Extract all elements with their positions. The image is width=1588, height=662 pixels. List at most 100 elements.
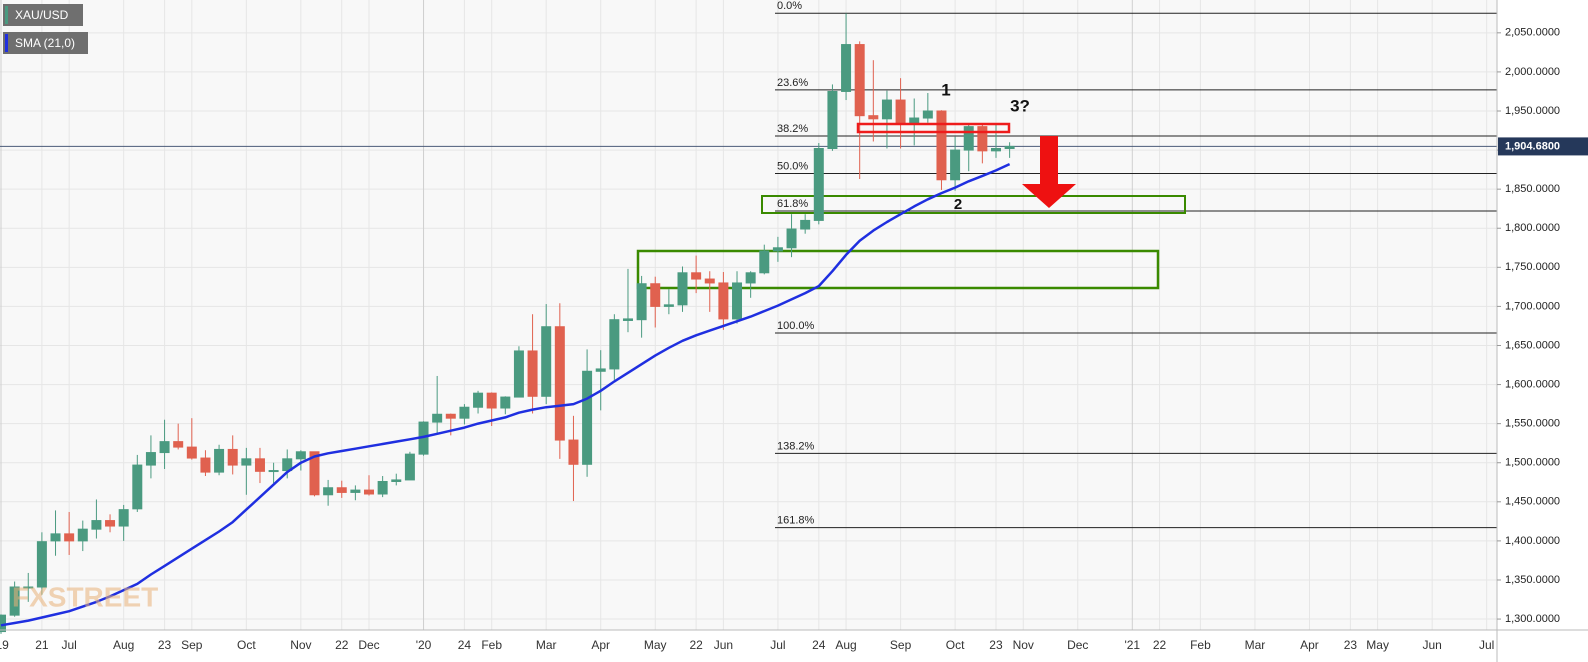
candle-body	[718, 282, 729, 320]
candle-body	[977, 126, 988, 152]
candle-body	[9, 586, 20, 616]
x-tick-label: 22	[335, 638, 349, 652]
x-tick-label: Apr	[591, 638, 610, 652]
y-tick-label: 1,950.0000	[1505, 105, 1560, 117]
x-tick-label: Dec	[1067, 638, 1088, 652]
axes: 1,300.0000 1,350.0000 1,400.0000 1,450.0000…	[0, 27, 1588, 652]
candle-body	[922, 110, 933, 119]
candle-body	[404, 453, 415, 481]
y-tick-label: 2,050.0000	[1505, 27, 1560, 39]
candle-body	[105, 520, 116, 527]
fib-levels: 0.0% 23.6% 38.2% 50.0% 61.8% 100.0% 138.2% 161.…	[775, 0, 1497, 529]
x-tick-label: 22	[1153, 638, 1167, 652]
candle-body	[77, 528, 88, 542]
x-tick-label: Oct	[237, 638, 256, 652]
candle-body	[541, 326, 552, 397]
legend-marker	[5, 6, 8, 24]
candle-body	[691, 272, 702, 280]
candle-body	[745, 272, 756, 284]
candle-body	[841, 44, 852, 92]
candle-body	[990, 148, 1001, 152]
candle-body	[909, 117, 920, 124]
x-tick-label: Feb	[481, 638, 502, 652]
legend-label: SMA (21,0)	[15, 36, 75, 50]
candle-body	[445, 413, 456, 419]
candle-body	[91, 520, 102, 530]
x-tick-label: 21	[35, 638, 49, 652]
candle-body	[118, 509, 129, 527]
candle-body	[622, 318, 633, 321]
candle-body	[132, 464, 143, 510]
legend: XAU/USD SMA (21,0)	[3, 4, 88, 54]
legend-marker	[5, 34, 8, 52]
x-tick-label: Mar	[1245, 638, 1266, 652]
y-tick-label: 1,550.0000	[1505, 418, 1560, 430]
candle-body	[282, 458, 293, 472]
candle-body	[895, 99, 906, 124]
y-tick-label: 1,650.0000	[1505, 339, 1560, 351]
candle-body	[473, 392, 484, 408]
candle-body	[145, 452, 156, 466]
x-tick-label: Jun	[1422, 638, 1441, 652]
annotation: 3?	[1010, 96, 1030, 115]
candle-body	[323, 487, 334, 496]
x-tick-label: Jul	[61, 638, 76, 652]
y-tick-label: 1,750.0000	[1505, 261, 1560, 273]
candle-body	[0, 614, 6, 633]
candle-body	[432, 413, 443, 423]
candle-body	[227, 448, 238, 466]
candle-body	[950, 149, 961, 181]
x-tick-label: Jul	[1479, 638, 1494, 652]
candle-body	[486, 392, 497, 409]
annotation: 2	[954, 196, 962, 213]
plot-bg	[0, 0, 1497, 630]
watermark: FXSTREET	[12, 581, 158, 612]
x-tick-label: 24	[812, 638, 826, 652]
candles	[0, 13, 1015, 634]
candle-body	[173, 441, 184, 448]
candle-body	[772, 247, 783, 252]
candle-body	[827, 90, 838, 150]
y-tick-label: 1,600.0000	[1505, 378, 1560, 390]
y-tick-label: 1,700.0000	[1505, 300, 1560, 312]
fib-label: 50.0%	[777, 160, 808, 172]
x-tick-label: 24	[458, 638, 472, 652]
candle-body	[786, 228, 797, 249]
candle-body	[459, 406, 470, 419]
down-arrow	[1022, 136, 1076, 208]
y-tick-label: 1,500.0000	[1505, 457, 1560, 469]
fib-label: 61.8%	[777, 198, 808, 210]
candle-body	[364, 489, 375, 495]
candle-body	[554, 326, 565, 441]
sma-line	[0, 162, 1011, 627]
candle-body	[377, 480, 388, 495]
x-tick-label: 23	[158, 638, 172, 652]
support-box	[636, 249, 1160, 290]
x-tick-label: Aug	[113, 638, 134, 652]
fib-label: 138.2%	[777, 440, 815, 452]
x-tick-label: May	[644, 638, 667, 652]
candle-body	[513, 350, 524, 398]
candle-body	[159, 441, 170, 454]
candle-body	[759, 250, 770, 274]
y-tick-label: 1,850.0000	[1505, 183, 1560, 195]
x-tick-label: Dec	[358, 638, 379, 652]
candle-body	[23, 586, 34, 589]
candle-body	[636, 283, 647, 321]
y-tick-label: 1,350.0000	[1505, 574, 1560, 586]
candle-body	[200, 457, 211, 473]
candle-body	[854, 44, 865, 117]
legend-box	[3, 4, 83, 26]
x-tick-label: Jun	[714, 638, 733, 652]
candle-body	[241, 458, 252, 466]
candle-body	[295, 451, 306, 460]
support-box	[761, 195, 1186, 214]
x-tick-label: May	[1366, 638, 1389, 652]
candle-body	[186, 446, 197, 459]
candle-body	[704, 278, 715, 284]
candle-body	[595, 368, 606, 372]
legend-box	[3, 32, 88, 54]
candle-body	[800, 219, 811, 230]
fib-label: 23.6%	[777, 77, 808, 89]
